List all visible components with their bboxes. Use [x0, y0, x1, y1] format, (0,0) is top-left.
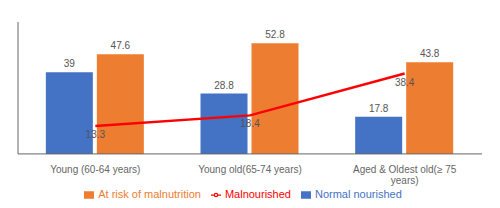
- html-text:Normal nourished: Normal nourished: [315, 187, 402, 200]
- html-text:Malnourished: Malnourished: [224, 187, 291, 200]
- svg-text:38.4: 38.4: [395, 77, 415, 88]
- svg-text:17.8: 17.8: [369, 103, 389, 114]
- svg-text:47.6: 47.6: [111, 40, 131, 51]
- svg-text:Aged & Oldest old(≥ 75years): Aged & Oldest old(≥ 75years): [353, 164, 457, 186]
- svg-text:39: 39: [64, 58, 76, 69]
- svg-text:13.3: 13.3: [86, 129, 106, 140]
- svg-text:52.8: 52.8: [265, 29, 285, 40]
- svg-text:Young old(65-74 years): Young old(65-74 years): [198, 164, 302, 175]
- svg-text:28.8: 28.8: [214, 80, 234, 91]
- svg-text:Young (60-64 years): Young (60-64 years): [50, 164, 140, 175]
- html-text:At risk of malnutrition: At risk of malnutrition: [98, 187, 201, 200]
- svg-text:18.4: 18.4: [240, 118, 260, 129]
- svg-text:43.8: 43.8: [420, 48, 440, 59]
